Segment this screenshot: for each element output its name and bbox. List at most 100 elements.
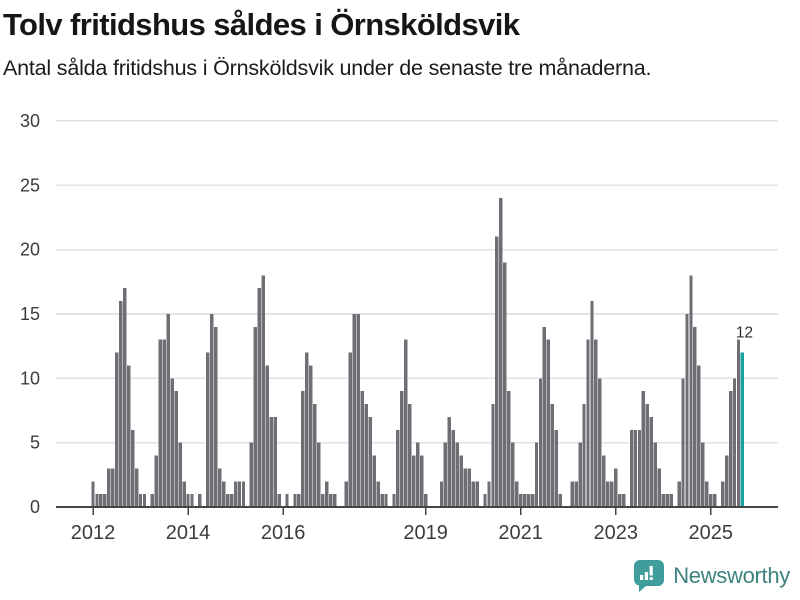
bar [582, 404, 586, 507]
logo-chart-glyph [640, 566, 653, 580]
bar [594, 339, 598, 507]
bar [91, 481, 95, 507]
bar [542, 326, 547, 507]
bar [115, 352, 119, 507]
bar [352, 313, 357, 507]
bar [305, 352, 309, 507]
bar [507, 391, 511, 507]
bar [511, 442, 515, 507]
bar [530, 494, 535, 507]
bar [423, 494, 428, 507]
bar [320, 494, 325, 507]
bar [550, 404, 555, 507]
bar [467, 468, 471, 507]
bar [154, 455, 159, 507]
bar [455, 442, 460, 507]
bar [241, 481, 246, 507]
bar [538, 378, 543, 507]
bar [360, 391, 364, 507]
bar [515, 481, 519, 507]
bar [107, 468, 111, 507]
x-tick-label: 2012 [71, 522, 116, 544]
bar [709, 494, 713, 507]
bar [186, 494, 190, 507]
bar [736, 339, 741, 507]
bar [598, 378, 602, 507]
bar [491, 404, 495, 507]
bar [206, 352, 210, 507]
bar [277, 494, 281, 507]
bar [233, 481, 238, 507]
bar [705, 481, 709, 507]
bar [111, 468, 115, 507]
bar [495, 236, 499, 508]
bar [214, 326, 218, 507]
bar [404, 339, 408, 507]
bar [261, 275, 265, 507]
bar [574, 481, 578, 507]
bar [229, 494, 234, 507]
bar [332, 494, 337, 507]
bar [459, 455, 463, 507]
bar [348, 352, 353, 507]
bar [447, 416, 452, 507]
bar [661, 494, 665, 507]
bar [483, 494, 487, 507]
bar [344, 481, 349, 507]
x-tick-label: 2019 [403, 522, 448, 544]
bar [142, 494, 147, 507]
bar [641, 391, 646, 507]
bar [408, 404, 412, 507]
bar [614, 468, 618, 507]
bar [653, 442, 658, 507]
bar [190, 494, 194, 507]
bar [701, 442, 705, 507]
page-title: Tolv fritidshus såldes i Örnsköldsvik [3, 7, 520, 42]
bar [586, 339, 590, 507]
bar [103, 494, 107, 507]
y-tick-label: 20 [20, 240, 40, 260]
bar [554, 429, 559, 507]
bar [439, 481, 444, 507]
bar [610, 481, 614, 507]
bar [376, 481, 380, 507]
bar [95, 494, 99, 507]
bar [724, 455, 729, 507]
bar [182, 481, 186, 507]
bar [443, 442, 448, 507]
bar [681, 378, 685, 507]
bar [249, 442, 254, 507]
bar [697, 365, 701, 507]
bar [451, 429, 456, 507]
bar [637, 429, 642, 507]
bar [590, 301, 594, 507]
bar [198, 494, 202, 507]
page-subtitle: Antal sålda fritidshus i Örnsköldsvik un… [3, 56, 652, 81]
bar [713, 494, 717, 507]
bar [606, 481, 610, 507]
bar [166, 313, 170, 507]
bar [119, 301, 123, 507]
bar [328, 494, 333, 507]
bar [384, 494, 388, 507]
bar [526, 494, 531, 507]
brand-footer: Newsworthy [634, 560, 790, 592]
bar [317, 442, 321, 507]
bar [728, 391, 733, 507]
bar [518, 494, 523, 507]
bar [546, 339, 551, 507]
bar [471, 481, 475, 507]
bar [170, 378, 174, 507]
chart-header: Tolv fritidshus såldes i Örnsköldsvik An… [0, 0, 800, 82]
x-tick-label: 2025 [689, 522, 734, 544]
y-tick-label: 25 [20, 175, 40, 195]
bar [257, 288, 262, 507]
bar [150, 494, 155, 507]
bar [313, 404, 317, 507]
highlight-value-label: 12 [736, 325, 753, 342]
bar [225, 494, 230, 507]
bar [174, 391, 178, 507]
bar [669, 494, 673, 507]
brand-name: Newsworthy [673, 563, 790, 588]
